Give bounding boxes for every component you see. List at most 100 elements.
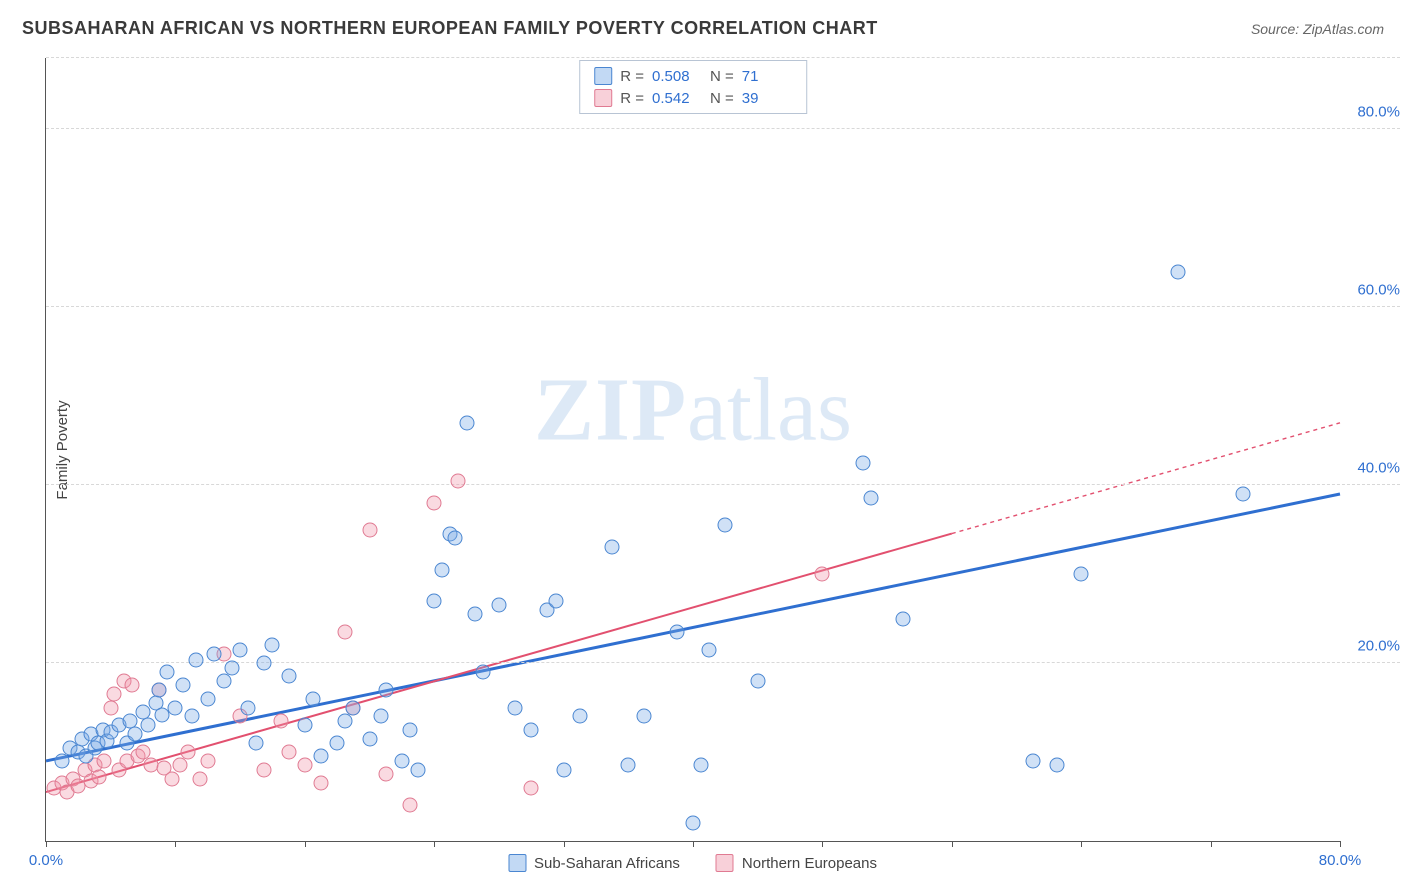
scatter-point — [97, 753, 112, 768]
scatter-point — [1171, 264, 1186, 279]
scatter-point — [176, 678, 191, 693]
scatter-point — [669, 624, 684, 639]
x-tick-label: 0.0% — [29, 852, 63, 869]
scatter-point — [346, 700, 361, 715]
scatter-point — [165, 771, 180, 786]
legend-item-a: Sub-Saharan Africans — [508, 854, 680, 872]
swatch-b-icon — [594, 89, 612, 107]
scatter-point — [394, 753, 409, 768]
gridline — [46, 57, 1400, 58]
scatter-point — [281, 745, 296, 760]
scatter-point — [249, 736, 264, 751]
scatter-point — [605, 540, 620, 555]
y-tick-label: 60.0% — [1357, 282, 1400, 299]
scatter-point — [686, 816, 701, 831]
scatter-point — [338, 713, 353, 728]
stats-legend-box: R = 0.508 N = 71 R = 0.542 N = 39 — [579, 60, 807, 114]
scatter-point — [451, 473, 466, 488]
legend-item-b: Northern Europeans — [716, 854, 877, 872]
scatter-point — [750, 673, 765, 688]
legend-label-b: Northern Europeans — [742, 855, 877, 872]
scatter-point — [402, 722, 417, 737]
bottom-legend: Sub-Saharan Africans Northern Europeans — [508, 854, 877, 872]
scatter-point — [225, 660, 240, 675]
scatter-point — [189, 653, 204, 668]
scatter-point — [168, 700, 183, 715]
scatter-point — [508, 700, 523, 715]
scatter-point — [200, 753, 215, 768]
n-label-a: N = — [710, 68, 734, 85]
n-label-b: N = — [710, 90, 734, 107]
x-tick-mark — [1340, 841, 1341, 847]
scatter-point — [362, 522, 377, 537]
scatter-point — [378, 682, 393, 697]
r-value-a: 0.508 — [652, 68, 702, 85]
scatter-point — [524, 780, 539, 795]
scatter-point — [362, 731, 377, 746]
source-prefix: Source: — [1251, 21, 1303, 37]
scatter-point — [92, 769, 107, 784]
scatter-point — [152, 682, 167, 697]
scatter-point — [124, 678, 139, 693]
scatter-point — [313, 776, 328, 791]
y-tick-label: 20.0% — [1357, 638, 1400, 655]
x-tick-mark — [822, 841, 823, 847]
legend-label-a: Sub-Saharan Africans — [534, 855, 680, 872]
scatter-point — [1074, 567, 1089, 582]
source-name: ZipAtlas.com — [1303, 21, 1384, 37]
scatter-point — [103, 700, 118, 715]
scatter-point — [192, 771, 207, 786]
x-tick-mark — [305, 841, 306, 847]
scatter-point — [896, 611, 911, 626]
scatter-point — [305, 691, 320, 706]
scatter-point — [160, 664, 175, 679]
scatter-point — [281, 669, 296, 684]
scatter-point — [257, 656, 272, 671]
scatter-point — [106, 687, 121, 702]
chart-title: SUBSAHARAN AFRICAN VS NORTHERN EUROPEAN … — [22, 18, 878, 39]
scatter-point — [297, 718, 312, 733]
scatter-point — [55, 753, 70, 768]
scatter-point — [233, 642, 248, 657]
scatter-point — [475, 664, 490, 679]
scatter-point — [265, 638, 280, 653]
source-credit: Source: ZipAtlas.com — [1251, 21, 1384, 37]
plot-area: Family Poverty ZIPatlas R = 0.508 N = 71… — [45, 58, 1340, 842]
swatch-a-icon — [594, 67, 612, 85]
scatter-point — [427, 495, 442, 510]
scatter-point — [330, 736, 345, 751]
scatter-point — [702, 642, 717, 657]
scatter-point — [207, 647, 222, 662]
scatter-point — [378, 767, 393, 782]
stats-row-b: R = 0.542 N = 39 — [594, 87, 792, 109]
scatter-point — [173, 758, 188, 773]
scatter-point — [491, 598, 506, 613]
legend-swatch-a-icon — [508, 854, 526, 872]
scatter-point — [402, 798, 417, 813]
y-tick-label: 40.0% — [1357, 460, 1400, 477]
scatter-point — [140, 718, 155, 733]
scatter-point — [127, 727, 142, 742]
scatter-point — [524, 722, 539, 737]
scatter-point — [200, 691, 215, 706]
scatter-point — [855, 455, 870, 470]
legend-swatch-b-icon — [716, 854, 734, 872]
scatter-point — [181, 745, 196, 760]
scatter-point — [184, 709, 199, 724]
scatter-point — [467, 607, 482, 622]
n-value-a: 71 — [742, 68, 792, 85]
scatter-point — [548, 593, 563, 608]
scatter-point — [1235, 487, 1250, 502]
scatter-point — [373, 709, 388, 724]
x-tick-mark — [434, 841, 435, 847]
r-label-a: R = — [620, 68, 644, 85]
scatter-point — [338, 624, 353, 639]
scatter-point — [297, 758, 312, 773]
scatter-point — [1049, 758, 1064, 773]
x-tick-mark — [1211, 841, 1212, 847]
scatter-point — [313, 749, 328, 764]
gridline — [46, 662, 1400, 663]
r-value-b: 0.542 — [652, 90, 702, 107]
scatter-point — [718, 518, 733, 533]
plot-surface: ZIPatlas R = 0.508 N = 71 R = 0.542 N = … — [45, 58, 1340, 842]
